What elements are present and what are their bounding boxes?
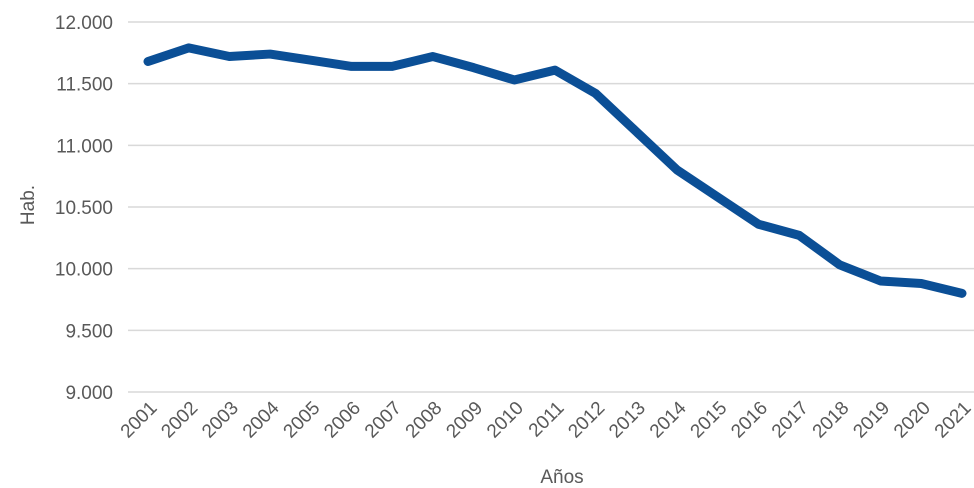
x-tick-label: 2005 bbox=[280, 398, 325, 443]
series-line bbox=[143, 43, 967, 298]
x-tick-label: 2001 bbox=[117, 398, 162, 443]
y-tick-label: 12.000 bbox=[55, 13, 113, 34]
x-tick-label: 2004 bbox=[239, 397, 284, 442]
x-axis-ticks: 2001200220032004200520062007200820092010… bbox=[117, 397, 974, 442]
x-tick-label: 2019 bbox=[849, 398, 894, 443]
x-tick-label: 2012 bbox=[564, 398, 609, 443]
x-tick-label: 2006 bbox=[320, 398, 365, 443]
x-tick-label: 2011 bbox=[525, 398, 569, 442]
series-layer bbox=[143, 43, 967, 298]
x-tick-label: 2020 bbox=[890, 398, 935, 443]
y-tick-label: 10.500 bbox=[55, 198, 113, 219]
data-point bbox=[595, 93, 597, 95]
y-tick-label: 11.000 bbox=[56, 136, 113, 157]
x-tick-label: 2008 bbox=[402, 398, 447, 443]
y-axis-title: Hab. bbox=[18, 185, 39, 225]
x-tick-label: 2003 bbox=[198, 398, 243, 443]
data-point bbox=[920, 282, 922, 284]
x-tick-label: 2021 bbox=[931, 398, 974, 443]
y-tick-label: 9.500 bbox=[65, 321, 113, 342]
data-point bbox=[391, 65, 393, 67]
data-point bbox=[839, 264, 841, 266]
x-tick-label: 2010 bbox=[483, 398, 528, 443]
x-tick-label: 2013 bbox=[605, 398, 650, 443]
data-point bbox=[676, 169, 678, 171]
data-point bbox=[351, 65, 352, 67]
x-axis-title: Años bbox=[540, 467, 583, 488]
data-point bbox=[188, 47, 190, 49]
data-point bbox=[635, 131, 637, 133]
data-point bbox=[961, 292, 963, 294]
data-point bbox=[880, 280, 882, 282]
gridlines bbox=[128, 21, 974, 393]
data-point bbox=[310, 59, 312, 61]
data-point bbox=[513, 79, 515, 81]
data-point bbox=[717, 196, 719, 198]
x-tick-label: 2017 bbox=[768, 398, 813, 443]
y-axis-ticks: 9.000 9.500 10.000 10.500 11.000 11.500 12.000 bbox=[55, 13, 113, 404]
x-tick-label: 2015 bbox=[687, 398, 732, 443]
data-point bbox=[758, 223, 759, 225]
x-tick-label: 2018 bbox=[809, 398, 854, 443]
y-tick-label: 9.000 bbox=[65, 383, 113, 404]
data-point bbox=[554, 69, 556, 71]
y-tick-label: 10.000 bbox=[55, 260, 113, 281]
data-point bbox=[432, 56, 434, 58]
x-tick-label: 2007 bbox=[361, 398, 406, 443]
x-tick-label: 2014 bbox=[646, 397, 691, 442]
y-tick-label: 11.500 bbox=[56, 75, 113, 96]
data-point bbox=[798, 234, 800, 236]
x-tick-label: 2009 bbox=[442, 398, 487, 443]
x-tick-label: 2016 bbox=[727, 398, 772, 443]
data-point bbox=[147, 60, 149, 62]
x-tick-label: 2002 bbox=[157, 398, 202, 443]
data-point bbox=[269, 53, 271, 55]
data-point bbox=[473, 67, 475, 69]
data-point bbox=[228, 56, 230, 58]
